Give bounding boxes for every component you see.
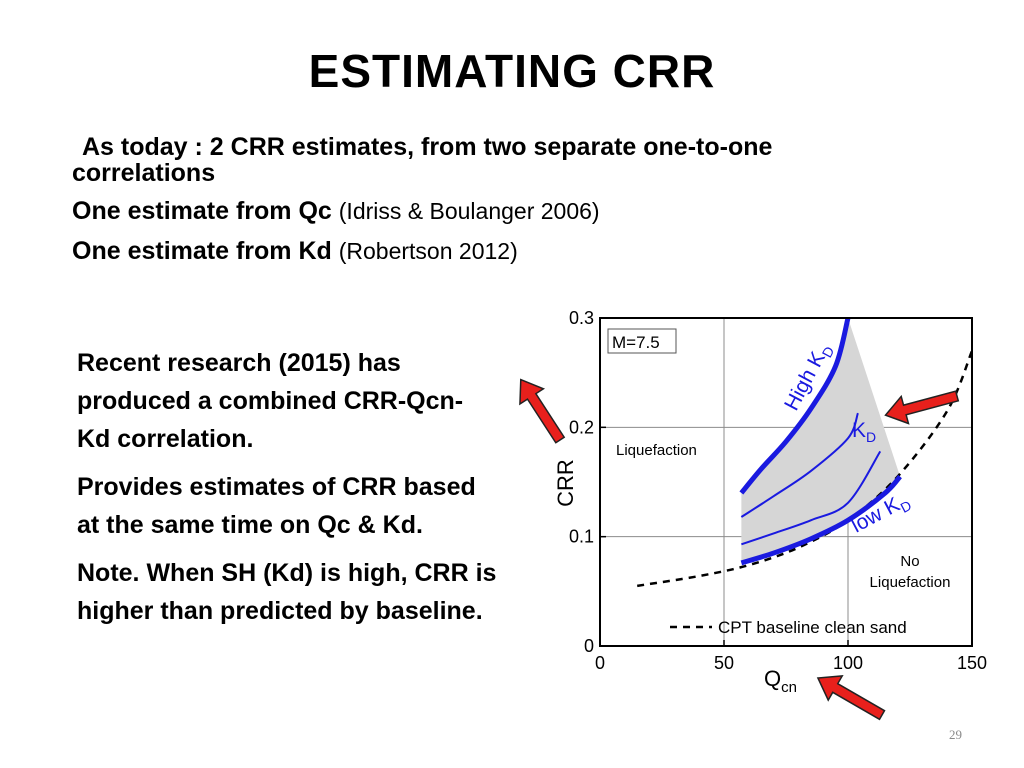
series-line-3 [741, 450, 882, 546]
x-tick-label: 100 [833, 653, 863, 673]
y-tick-label: 0 [584, 636, 594, 656]
x-tick-label: 150 [957, 653, 987, 673]
qc-estimate-reference: (Idriss & Boulanger 2006) [338, 198, 600, 224]
kd-estimate-line: One estimate from Kd (Robertson 2012) [72, 234, 972, 268]
x-tick-label: 0 [595, 653, 605, 673]
bullet-recent-research: Recent research (2015) has produced a co… [77, 349, 464, 453]
bullet-provides-estimates: Provides estimates of CRR based at the s… [77, 473, 476, 539]
qc-estimate-line: One estimate from Qc (Idriss & Boulanger… [72, 194, 972, 228]
legend-baseline-label: CPT baseline clean sand [718, 618, 907, 637]
no-liquefaction-label-2: Liquefaction [870, 574, 951, 591]
kd-estimate-label: One estimate from Kd [72, 237, 332, 265]
bullet-note: Note. When SH (Kd) is high, CRR is highe… [77, 559, 497, 625]
qc-estimate-label: One estimate from Qc [72, 197, 332, 225]
kd-estimate-reference: (Robertson 2012) [338, 238, 518, 264]
plot-frame [599, 317, 973, 647]
series-line-4 [740, 474, 902, 566]
magnitude-box [607, 328, 677, 354]
no-liquefaction-label-1: No [900, 553, 919, 570]
series-line-1 [739, 318, 851, 495]
shaded-region [741, 318, 901, 563]
y-axis-label: CRR [553, 459, 578, 507]
x-axis-label: Qcn [764, 666, 797, 696]
liquefaction-label: Liquefaction [616, 442, 697, 459]
bullet-list: Recent research (2015) has produced a co… [77, 344, 507, 640]
slide-title: ESTIMATING CRR [308, 45, 716, 97]
axis-ticks: 0 50 100 150 0 0.1 0.2 0.3 [569, 308, 987, 673]
intro-line-2: correlations [72, 159, 216, 187]
series-line-2 [740, 412, 859, 518]
magnitude-label: M=7.5 [612, 333, 660, 352]
y-tick-label: 0.2 [569, 417, 594, 437]
y-tick-label: 0.1 [569, 527, 594, 547]
x-tick-label: 50 [714, 653, 734, 673]
intro-line-1: As today : 2 CRR estimates, from two sep… [82, 133, 773, 161]
kd-label: KD [852, 419, 876, 445]
intro-text: As today : 2 CRR estimates, from two sep… [72, 130, 972, 268]
page-number: 29 [949, 727, 962, 742]
y-tick-label: 0.3 [569, 308, 594, 328]
